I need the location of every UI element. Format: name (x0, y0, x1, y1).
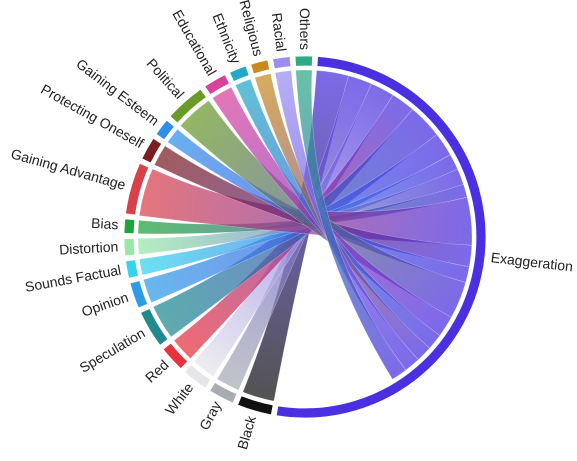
group-arc-gaining-advantage (125, 162, 150, 216)
group-arc-white (183, 364, 212, 389)
group-arc-exaggeration (275, 56, 487, 419)
group-arc-gray (209, 381, 238, 404)
group-arc-sounds-factual (125, 259, 139, 279)
group-label-political: Political (143, 55, 187, 102)
group-label-white: White (162, 379, 197, 417)
group-arc-speculation (140, 307, 169, 346)
group-arc-red (162, 342, 189, 370)
group-arc-racial (272, 56, 292, 70)
group-label-exaggeration: Exaggeration (490, 249, 574, 274)
group-label-speculation: Speculation (77, 325, 148, 376)
group-label-opinion: Opinion (79, 289, 130, 320)
group-label-black: Black (234, 413, 259, 451)
group-arc-others (294, 55, 314, 67)
group-label-gaining-advantage: Gaining Advantage (9, 145, 127, 192)
group-label-gray: Gray (196, 398, 224, 432)
group-arc-black (237, 395, 274, 416)
group-label-bias: Bias (91, 215, 119, 233)
group-arc-bias (123, 218, 136, 234)
ribbon-exaggeration-others (295, 69, 407, 380)
group-label-distortion: Distortion (59, 238, 119, 257)
group-label-racial: Racial (269, 12, 290, 53)
group-arc-distortion (123, 237, 136, 257)
group-label-sounds-factual: Sounds Factual (24, 262, 123, 295)
group-label-religious: Religious (237, 0, 267, 58)
group-arc-opinion (129, 280, 149, 309)
group-arc-political (169, 88, 207, 124)
group-arcs (123, 55, 487, 419)
group-arc-protecting-oneself (141, 137, 163, 164)
group-label-ethnicity: Ethnicity (210, 11, 245, 66)
group-arc-religious (250, 59, 271, 75)
group-arc-gaining-esteem (155, 119, 175, 141)
group-label-others: Others (297, 8, 313, 50)
ribbons (137, 69, 473, 402)
group-label-red: Red (142, 357, 172, 386)
group-arc-educational (204, 74, 230, 96)
group-arc-ethnicity (229, 65, 250, 83)
